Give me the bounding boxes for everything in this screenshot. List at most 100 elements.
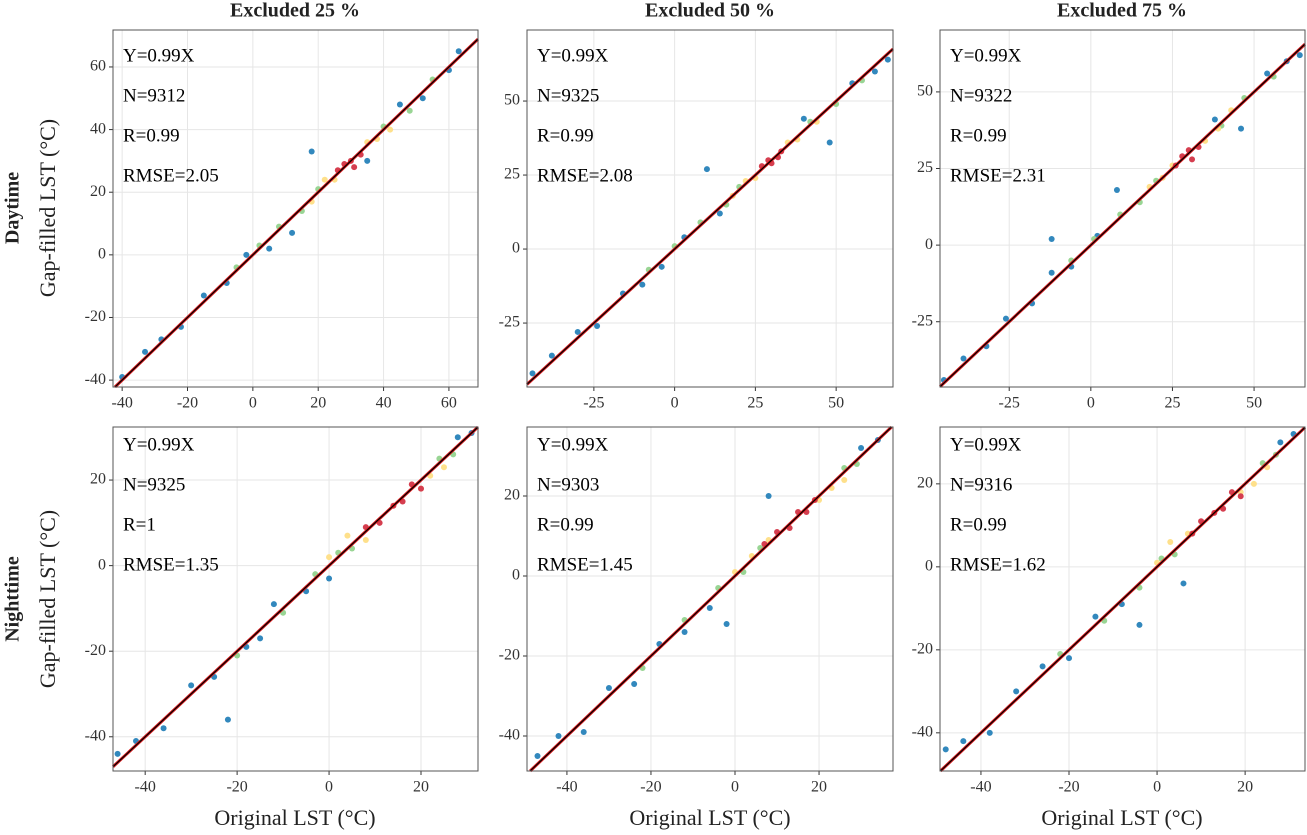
x-tick-label: -20 xyxy=(226,779,247,796)
point xyxy=(1189,156,1196,163)
y-tick-label: -20 xyxy=(912,641,933,658)
y-tick-label: 25 xyxy=(917,159,933,176)
point xyxy=(548,352,555,359)
identity-line xyxy=(939,43,1306,388)
x-tick-label: -40 xyxy=(970,779,991,796)
x-tick-label: 20 xyxy=(310,395,326,412)
point xyxy=(765,493,772,499)
plot-border xyxy=(526,426,894,772)
point xyxy=(580,729,587,735)
point xyxy=(419,95,426,102)
x-tick-label: -20 xyxy=(177,395,198,412)
y-tick-label: 0 xyxy=(512,240,520,257)
x-axis-label: Original LST (°C) xyxy=(629,805,790,830)
point xyxy=(841,477,848,483)
annotation: Y=0.99X xyxy=(123,45,195,66)
point xyxy=(1237,493,1244,500)
y-tick-label: -20 xyxy=(85,308,106,325)
x-tick-label: 0 xyxy=(325,779,333,796)
point xyxy=(658,263,665,270)
point xyxy=(1250,480,1257,487)
y-tick-label: 0 xyxy=(512,567,520,584)
point xyxy=(1136,621,1143,628)
point xyxy=(529,370,536,377)
point xyxy=(289,229,296,236)
plot-border xyxy=(526,29,894,388)
y-tick-label: 0 xyxy=(98,246,106,263)
y-tick-label: -20 xyxy=(499,647,520,664)
annotation: Y=0.99X xyxy=(537,434,609,455)
x-tick-label: 0 xyxy=(1087,395,1095,412)
y-tick-label: -40 xyxy=(912,723,933,740)
x-tick-label: -40 xyxy=(111,395,132,412)
annotation: Y=0.99X xyxy=(950,45,1022,66)
point xyxy=(858,445,865,451)
annotation: N=9312 xyxy=(123,85,185,106)
point xyxy=(594,323,601,330)
point xyxy=(440,464,447,471)
point xyxy=(344,532,351,539)
point xyxy=(266,245,273,252)
point xyxy=(243,251,250,258)
point xyxy=(396,101,403,108)
point xyxy=(160,725,167,732)
y-tick-label: 0 xyxy=(98,556,106,573)
annotation: RMSE=2.05 xyxy=(123,165,219,186)
point xyxy=(417,485,424,492)
annotation: R=1 xyxy=(123,514,156,535)
point xyxy=(1180,580,1187,587)
y-tick-label: 20 xyxy=(90,183,106,200)
x-tick-label: 50 xyxy=(1246,395,1262,412)
point xyxy=(326,575,333,582)
plot-border xyxy=(939,426,1306,772)
x-tick-label: 0 xyxy=(1153,779,1161,796)
point xyxy=(1048,235,1055,242)
identity-line xyxy=(114,38,479,388)
point xyxy=(639,281,646,288)
point xyxy=(114,750,121,757)
x-tick-label: -20 xyxy=(640,779,661,796)
y-tick-label: 0 xyxy=(925,558,933,575)
x-axis-label: Original LST (°C) xyxy=(214,805,375,830)
annotation: RMSE=1.35 xyxy=(123,554,219,575)
plot-border xyxy=(939,29,1306,388)
point xyxy=(1296,52,1303,59)
plot-background xyxy=(940,30,1305,387)
point xyxy=(681,629,688,635)
x-tick-label: 25 xyxy=(747,395,763,412)
point xyxy=(321,176,328,183)
point xyxy=(706,605,713,611)
point xyxy=(723,621,730,627)
point xyxy=(224,716,231,723)
annotation: RMSE=1.62 xyxy=(950,554,1046,575)
y-tick-label: 60 xyxy=(90,58,106,75)
point xyxy=(1113,186,1120,193)
point xyxy=(631,681,638,687)
point xyxy=(1167,538,1174,545)
annotation: R=0.99 xyxy=(950,125,1007,146)
annotation: N=9316 xyxy=(950,474,1012,495)
annotation: RMSE=2.31 xyxy=(950,165,1046,186)
annotation: Y=0.99X xyxy=(123,434,195,455)
point xyxy=(454,434,461,441)
annotation: N=9325 xyxy=(123,474,185,495)
x-tick-label: -40 xyxy=(556,779,577,796)
y-tick-label: 40 xyxy=(90,120,106,137)
annotation: Y=0.99X xyxy=(950,434,1022,455)
y-tick-label: 20 xyxy=(504,487,520,504)
point xyxy=(188,682,195,689)
y-tick-label: -40 xyxy=(85,727,106,744)
annotation: RMSE=2.08 xyxy=(537,165,633,186)
annotation: N=9325 xyxy=(537,85,599,106)
annotation: R=0.99 xyxy=(537,514,594,535)
identity-line xyxy=(112,426,479,768)
annotation: N=9322 xyxy=(950,85,1012,106)
x-tick-label: 20 xyxy=(413,779,429,796)
point xyxy=(1092,613,1099,620)
plot-border xyxy=(112,29,479,388)
point xyxy=(1013,688,1020,695)
x-tick-label: 40 xyxy=(376,395,392,412)
point xyxy=(871,68,878,75)
point xyxy=(387,126,394,133)
